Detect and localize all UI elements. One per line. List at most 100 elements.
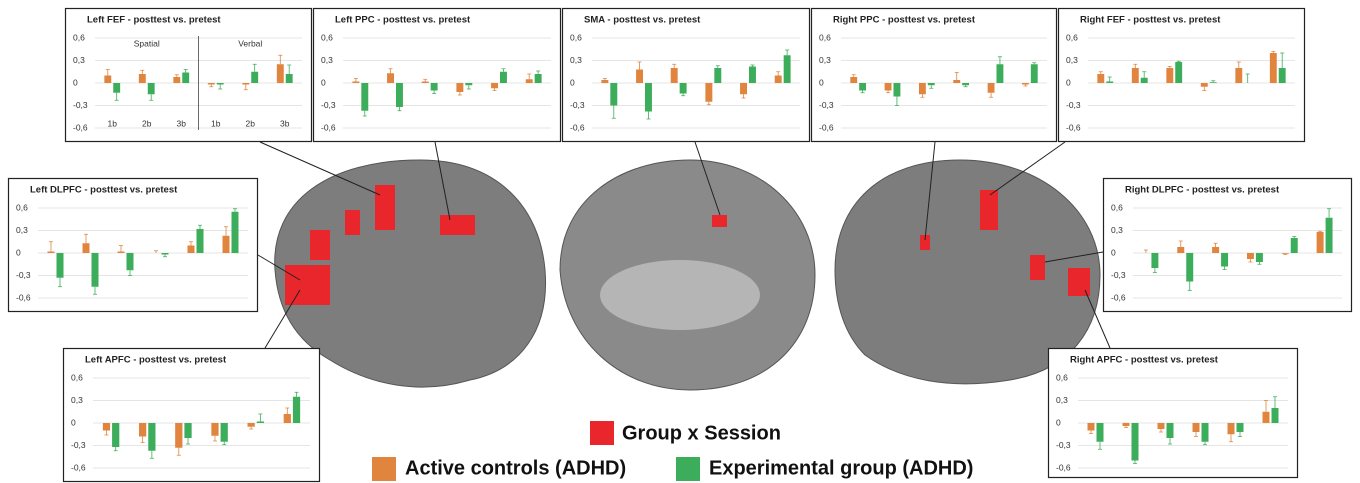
panel-frame: [561, 7, 811, 143]
bar: [670, 68, 678, 83]
error-bar: [920, 94, 925, 98]
y-tick-label: 0,6: [819, 32, 831, 42]
group-label: Spatial: [134, 38, 160, 48]
error-bar: [243, 84, 248, 91]
bar: [1097, 74, 1105, 83]
error-bar: [84, 233, 88, 244]
bar: [918, 83, 926, 95]
error-bar: [1202, 86, 1207, 91]
brain-left: [274, 159, 547, 388]
chart-title: Left DLPFC - posttest vs. pretest: [30, 185, 178, 196]
error-bar: [174, 74, 179, 77]
bar: [1157, 423, 1165, 429]
bar: [1227, 423, 1235, 435]
bar: [1221, 253, 1229, 267]
error-bar: [1187, 281, 1192, 291]
error-bar: [602, 78, 607, 80]
bar: [285, 74, 293, 83]
error-bar: [397, 107, 402, 112]
bar: [962, 83, 970, 86]
y-tick-label: 0,3: [1056, 395, 1068, 405]
bar: [430, 83, 438, 91]
y-tick-label: 0: [819, 77, 824, 87]
legend-label: Group x Session: [622, 422, 781, 444]
bar: [1278, 68, 1286, 83]
panel-frame: [7, 177, 259, 313]
error-bar: [894, 96, 899, 106]
error-bar: [423, 78, 428, 82]
error-bar: [218, 84, 223, 90]
error-bar: [1283, 253, 1288, 255]
bar: [148, 423, 156, 451]
error-bar: [1280, 52, 1285, 68]
y-tick-label: -0,6: [1056, 462, 1071, 472]
bar: [1087, 423, 1095, 431]
bar: [187, 245, 195, 253]
y-tick-label: -0,3: [1111, 270, 1126, 280]
bar: [1262, 411, 1270, 423]
bar: [1166, 423, 1174, 438]
bar: [636, 69, 643, 83]
bar: [1192, 423, 1200, 432]
bar: [1281, 253, 1289, 254]
error-bar: [252, 63, 257, 72]
y-tick-label: -0,3: [71, 440, 86, 450]
bar: [1201, 423, 1209, 442]
y-tick-label: 0,6: [1111, 202, 1123, 212]
error-bar: [432, 90, 437, 94]
error-bar: [989, 92, 994, 98]
error-bar: [1098, 71, 1103, 74]
legend: Group x Session Active controls (ADHD) Exp…: [372, 421, 973, 481]
y-tick-label: -0,3: [1066, 100, 1081, 110]
chart-title: Right APFC - posttest vs. pretest: [1070, 355, 1219, 366]
error-bar: [93, 286, 97, 295]
legend-label: Experimental group (ADHD): [709, 457, 973, 479]
bar: [456, 83, 464, 92]
error-bar: [1292, 236, 1297, 238]
error-bar: [154, 250, 158, 253]
bar: [1106, 81, 1114, 83]
bar: [147, 83, 155, 95]
error-bar: [1273, 396, 1277, 408]
bar: [534, 74, 542, 83]
error-bar: [492, 88, 497, 91]
error-bar: [353, 78, 358, 82]
y-tick-label: 0: [570, 77, 575, 87]
bar: [1122, 423, 1130, 426]
y-tick-label: -0,3: [321, 100, 336, 110]
error-bar: [1023, 84, 1028, 87]
bar: [1235, 68, 1243, 83]
error-bar: [1271, 51, 1276, 53]
bar: [953, 80, 961, 83]
y-tick-label: 0: [1056, 417, 1061, 427]
bar: [987, 83, 995, 93]
y-tick-label: 0,6: [71, 372, 83, 382]
bar: [211, 423, 219, 436]
y-tick-label: 0: [321, 77, 326, 87]
error-bar: [1133, 460, 1137, 464]
error-bar: [186, 438, 191, 445]
bar: [1030, 64, 1038, 83]
bar: [1290, 238, 1298, 253]
bar: [927, 83, 935, 86]
bar: [242, 83, 250, 85]
error-bar: [997, 56, 1002, 65]
x-tick-label: 1b: [108, 118, 118, 128]
y-tick-label: -0,3: [73, 100, 88, 110]
bar: [1316, 232, 1324, 253]
x-tick-label: 3b: [280, 118, 290, 128]
error-bar: [1257, 262, 1262, 265]
error-bar: [860, 90, 865, 94]
error-bar: [105, 69, 110, 76]
error-bar: [672, 63, 677, 68]
error-bar: [963, 85, 968, 88]
error-bar: [49, 241, 53, 252]
error-bar: [114, 92, 119, 101]
y-tick-label: 0: [1066, 77, 1071, 87]
bar: [276, 64, 284, 83]
